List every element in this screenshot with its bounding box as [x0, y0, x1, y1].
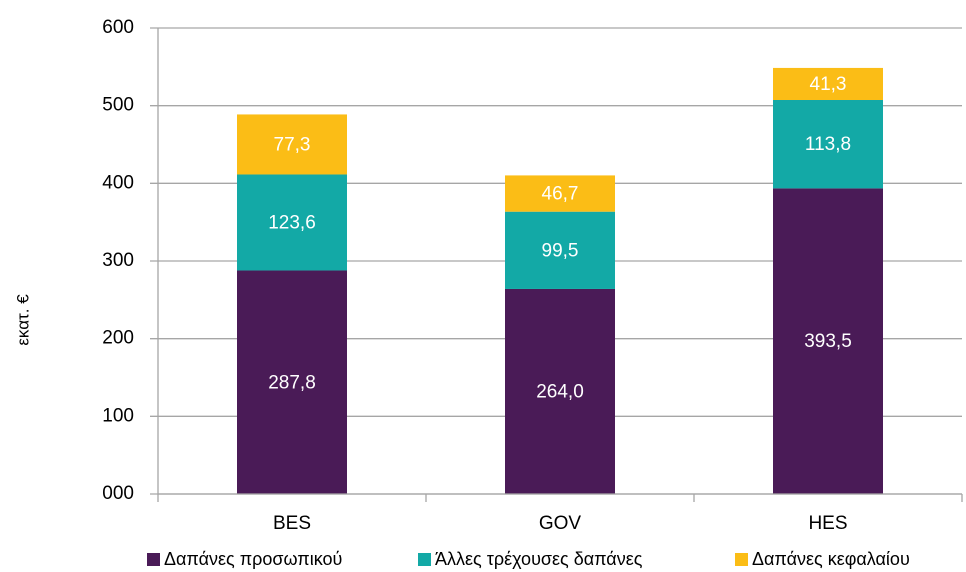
bar-segment: [237, 174, 347, 271]
data-label: 123,6: [268, 212, 316, 233]
bar-segment: [505, 211, 615, 289]
y-tick-label: 600: [102, 17, 134, 38]
data-label: 77,3: [274, 134, 311, 155]
data-label: 264,0: [536, 381, 584, 402]
data-label: 41,3: [810, 74, 847, 95]
data-label: 287,8: [268, 372, 316, 393]
bar-segment: [505, 288, 615, 494]
bar-segment: [237, 270, 347, 494]
data-label: 46,7: [542, 184, 579, 205]
x-tick-label: GOV: [539, 513, 582, 534]
legend-label: Δαπάνες κεφαλαίου: [752, 549, 910, 569]
legend-swatch: [147, 553, 160, 566]
data-label: 99,5: [542, 240, 579, 261]
legend-swatch: [418, 553, 431, 566]
bar-segment: [773, 188, 883, 495]
y-tick-label: 000: [102, 483, 134, 504]
y-tick-label: 400: [102, 172, 134, 193]
y-axis-label: εκατ. €: [13, 294, 32, 346]
data-label: 393,5: [804, 331, 852, 352]
bar-segment: [505, 175, 615, 212]
y-tick-label: 200: [102, 328, 134, 349]
y-tick-label: 300: [102, 250, 134, 271]
legend-label: Δαπάνες προσωπικού: [164, 549, 342, 569]
bar-segment: [773, 67, 883, 100]
bar-segment: [237, 114, 347, 175]
legend-label: Άλλες τρέχουσες δαπάνες: [435, 549, 643, 569]
y-tick-label: 500: [102, 95, 134, 116]
legend-swatch: [735, 553, 748, 566]
bar-segment: [773, 99, 883, 189]
x-tick-label: BES: [273, 513, 311, 534]
data-label: 113,8: [805, 134, 851, 155]
y-tick-label: 100: [102, 405, 134, 426]
x-tick-label: HES: [808, 513, 847, 534]
